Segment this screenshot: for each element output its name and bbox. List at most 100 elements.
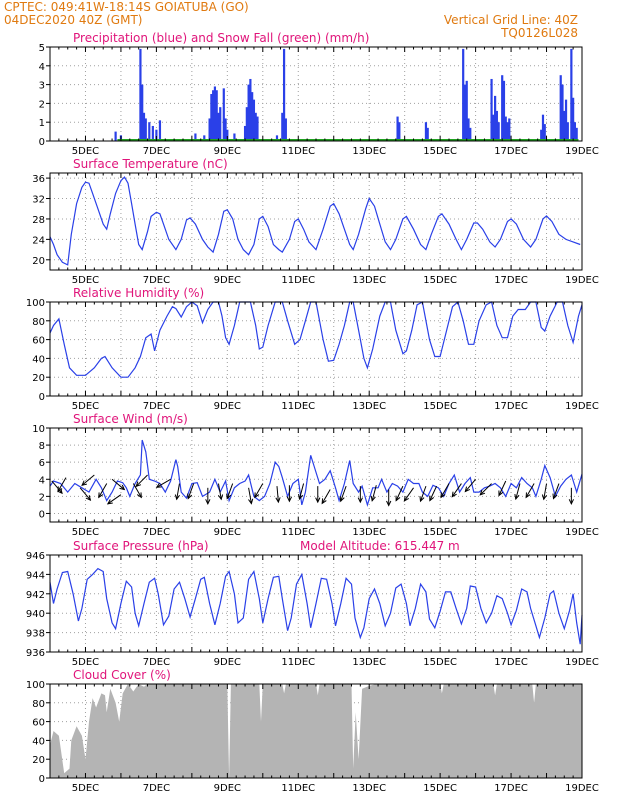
rh-ytick-label: 80 [32, 317, 45, 328]
wind-arrow [226, 483, 234, 499]
press-xtick-label: 11DEC [281, 657, 315, 668]
precip-bar [217, 112, 220, 141]
precip-bar [247, 84, 250, 141]
precip-ytick-label: 2 [39, 99, 45, 110]
press-title: Surface Pressure (hPa) [73, 539, 209, 553]
wind-ytick-label: 10 [32, 424, 45, 435]
precip-bar [398, 122, 401, 141]
precip-bar [508, 118, 511, 141]
precip-bar [424, 122, 428, 141]
precip-bar [561, 84, 564, 141]
precip-xtick-label: 15DEC [423, 146, 457, 157]
wind-arrow-head [98, 492, 104, 499]
precip-xtick-label: 13DEC [352, 146, 386, 157]
wind-arrow-head [419, 496, 425, 503]
temp-xtick-label: 19DEC [565, 275, 599, 286]
rh-ytick-label: 20 [32, 373, 45, 384]
precip-bar [467, 118, 470, 141]
precip-bar [224, 118, 227, 141]
precip-bar [213, 86, 217, 141]
header-station: CPTEC: 049:41W-18:14S GOIATUBA (GO) [4, 0, 249, 14]
wind-arrow-head [403, 495, 409, 502]
wind-arrow-head [217, 494, 224, 501]
wind-arrow-head [174, 494, 181, 501]
wind-arrow [98, 483, 108, 498]
wind-arrow-head [541, 494, 548, 501]
cloud-ytick-label: 40 [32, 736, 45, 747]
wind-arrow-head [135, 481, 142, 488]
precip-xtick-label: 19DEC [565, 146, 599, 157]
wind-arrow-head [106, 499, 113, 505]
precip-bar [141, 84, 144, 141]
wind-xtick-label: 15DEC [423, 527, 457, 538]
precip-bar [573, 122, 577, 141]
wind-arrow-head [479, 489, 486, 496]
precip-bar [282, 48, 286, 141]
wind-arrow-head [339, 496, 345, 503]
press-xtick-label: 19DEC [565, 657, 599, 668]
precip-bar [541, 114, 545, 141]
wind-arrow [420, 485, 427, 502]
wind-xtick-label: 5DEC [72, 527, 99, 538]
cloud-ytick-label: 60 [32, 718, 45, 729]
press-xtick-label: 15DEC [423, 657, 457, 668]
cloud-area [50, 684, 582, 778]
press-xtick-label: 5DEC [72, 657, 99, 668]
precip-bar [462, 48, 465, 141]
wind-ytick-label: 8 [39, 441, 45, 452]
rh-line [49, 300, 583, 378]
precip-bar [151, 125, 154, 141]
wind-ytick-label: 2 [39, 492, 45, 503]
wind-arrow-head [81, 480, 88, 487]
cloud-xtick-label: 9DEC [214, 783, 241, 794]
wind-arrow [132, 483, 142, 498]
wind-arrow-head [187, 493, 193, 500]
precip-bar [252, 99, 256, 141]
precip-bar [490, 78, 493, 141]
cloud-xtick-label: 5DEC [72, 783, 99, 794]
wind-arrow [248, 487, 252, 504]
precip-xtick-label: 11DEC [281, 146, 315, 157]
precip-bar [559, 75, 562, 141]
precip-bar [564, 99, 568, 141]
precip-bar [426, 127, 429, 141]
wind-arrow [553, 483, 560, 499]
precip-bar [226, 129, 229, 141]
precip-bar [158, 120, 162, 141]
wind-arrow [371, 485, 377, 501]
precip-bar [396, 116, 399, 141]
press-xtick-label: 17DEC [494, 657, 528, 668]
precip-bar [215, 90, 218, 141]
wind-xtick-label: 11DEC [281, 527, 315, 538]
wind-arrow [57, 477, 67, 492]
precip-bar [148, 122, 151, 141]
wind-ytick-label: 4 [39, 475, 45, 486]
rh-xtick-label: 15DEC [423, 401, 457, 412]
wind-arrow-head [275, 497, 281, 504]
precip-bar [563, 110, 566, 141]
wind-arrow [403, 487, 414, 502]
precip-bar [284, 118, 287, 141]
temp-ytick-label: 20 [32, 256, 45, 267]
wind-arrow-head [226, 493, 232, 500]
rh-xtick-label: 9DEC [214, 401, 241, 412]
wind-arrow [440, 483, 450, 498]
temp-xtick-label: 13DEC [352, 275, 386, 286]
precip-bar [249, 78, 252, 141]
wind-arrow-head [248, 498, 254, 505]
precip-xtick-label: 17DEC [494, 146, 528, 157]
wind-xtick-label: 13DEC [352, 527, 386, 538]
wind-arrow [340, 485, 347, 502]
precip-bar [155, 129, 158, 141]
rh-xtick-label: 13DEC [352, 401, 386, 412]
temp-title: Surface Temperature (nC) [73, 157, 228, 171]
precip-bar [139, 48, 142, 141]
press-ytick-label: 938 [26, 629, 45, 640]
header-code: TQ0126L028 [501, 26, 578, 40]
press-ytick-label: 944 [26, 570, 45, 581]
precip-bar [275, 135, 279, 141]
wind-arrow-head [451, 491, 457, 498]
precip-bar [543, 124, 546, 141]
wind-arrow-head [568, 499, 574, 505]
